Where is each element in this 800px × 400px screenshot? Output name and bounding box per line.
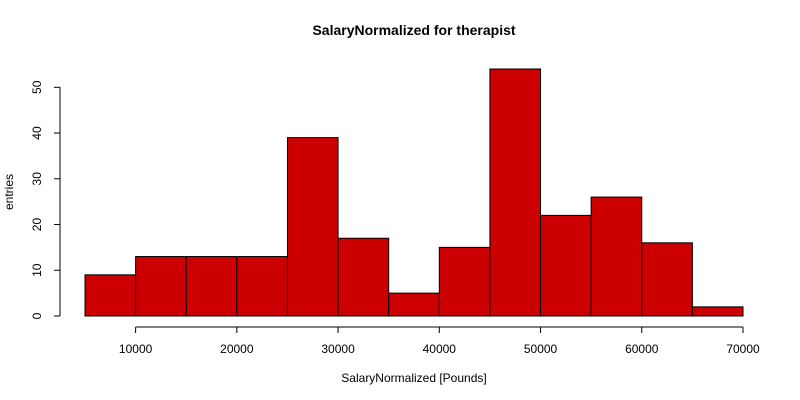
histogram-bar-7 — [438, 246, 491, 317]
histogram-bar-4 — [286, 137, 339, 317]
y-axis-label: entries — [2, 174, 16, 210]
x-tick-label-2: 30000 — [321, 342, 355, 356]
histogram-bar-8 — [489, 68, 542, 317]
y-tick-label-4: 40 — [30, 126, 44, 140]
x-tick-label-3: 40000 — [423, 342, 457, 356]
x-tick-label-6: 70000 — [726, 342, 760, 356]
x-tick-label-1: 20000 — [220, 342, 254, 356]
x-tick-label-5: 60000 — [625, 342, 659, 356]
histogram-bar-10 — [590, 196, 643, 317]
histogram-bar-5 — [337, 237, 390, 317]
x-axis-label: SalaryNormalized [Pounds] — [341, 371, 486, 385]
y-tick-label-1: 10 — [30, 263, 44, 277]
histogram-bar-2 — [185, 256, 238, 317]
y-tick-label-5: 50 — [30, 80, 44, 94]
bars-group — [84, 68, 744, 317]
histogram-bar-3 — [236, 256, 288, 317]
y-tick-label-0: 0 — [30, 312, 44, 319]
chart-title: SalaryNormalized for therapist — [312, 22, 515, 38]
histogram-bar-1 — [135, 256, 187, 317]
histogram-bar-11 — [641, 242, 693, 317]
x-tick-label-0: 10000 — [119, 342, 153, 356]
y-axis: 0 10 20 30 40 50 — [30, 80, 61, 319]
histogram-bar-9 — [540, 214, 592, 317]
histogram-bar-12 — [691, 306, 744, 317]
y-tick-label-3: 30 — [30, 172, 44, 186]
histogram-bar-6 — [388, 292, 440, 317]
y-tick-label-2: 20 — [30, 218, 44, 232]
x-tick-label-4: 50000 — [524, 342, 558, 356]
histogram-bar-0 — [84, 274, 137, 317]
x-axis: 10000 20000 30000 40000 50000 60000 70000 — [119, 326, 760, 356]
